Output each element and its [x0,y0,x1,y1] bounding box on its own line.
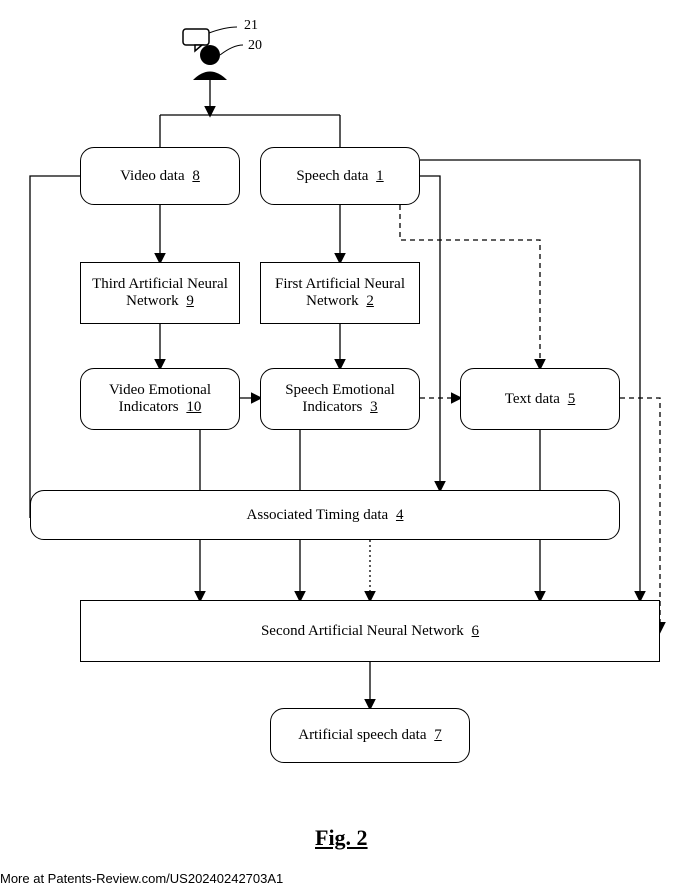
figure-label: Fig. 2 [315,825,368,851]
node-first-ann: First Artificial Neural Network 2 [260,262,420,324]
person-icon [175,25,255,90]
callout-21: 21 [244,18,258,34]
node-timing: Associated Timing data 4 [30,490,620,540]
label: Speech Emotional Indicators 3 [261,382,419,416]
label: Speech data 1 [296,168,383,185]
label: Video data 8 [120,168,200,185]
label: First Artificial Neural Network 2 [261,276,419,310]
watermark: More at Patents-Review.com/US20240242703… [0,871,283,886]
callout-20: 20 [248,38,262,54]
node-video-data: Video data 8 [80,147,240,205]
node-artificial: Artificial speech data 7 [270,708,470,763]
label: Associated Timing data 4 [247,507,404,524]
label: Second Artificial Neural Network 6 [261,623,479,640]
label: Third Artificial Neural Network 9 [81,276,239,310]
node-speech-data: Speech data 1 [260,147,420,205]
label: Video Emotional Indicators 10 [81,382,239,416]
node-second-ann: Second Artificial Neural Network 6 [80,600,660,662]
node-speech-emo: Speech Emotional Indicators 3 [260,368,420,430]
node-third-ann: Third Artificial Neural Network 9 [80,262,240,324]
label: Text data 5 [505,391,575,408]
node-text-data: Text data 5 [460,368,620,430]
label: Artificial speech data 7 [298,727,442,744]
node-video-emo: Video Emotional Indicators 10 [80,368,240,430]
